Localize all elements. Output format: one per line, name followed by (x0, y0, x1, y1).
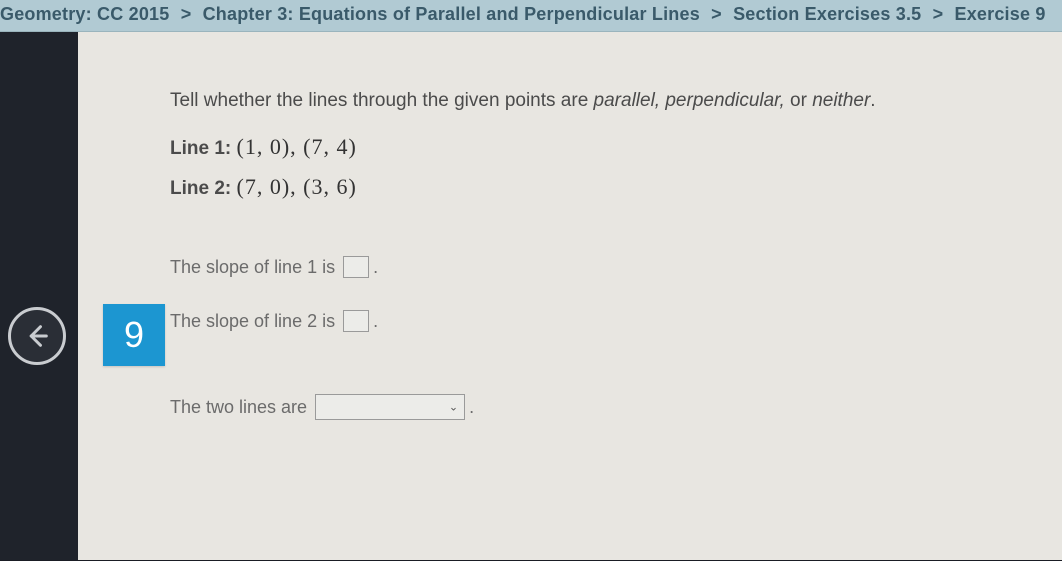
arrow-left-icon (23, 322, 51, 350)
slope1-row: The slope of line 1 is . (170, 256, 1032, 278)
line2-row: Line 2: (7, 0), (3, 6) (170, 174, 1032, 200)
line2-label: Line 2: (170, 178, 231, 199)
breadcrumb-item[interactable]: Section Exercises 3.5 (733, 4, 921, 24)
exercise-number-badge: 9 (103, 304, 165, 366)
line2-points: (7, 0), (3, 6) (237, 174, 357, 199)
line1-label: Line 1: (170, 138, 231, 159)
exercise-prompt: Tell whether the lines through the given… (170, 90, 1032, 112)
breadcrumb-item[interactable]: Exercise 9 (955, 4, 1046, 24)
line1-points: (1, 0), (7, 4) (237, 134, 357, 159)
relation-row: The two lines are ⌄ . (170, 394, 1032, 420)
slope1-label: The slope of line 1 is (170, 257, 335, 278)
relation-label: The two lines are (170, 397, 307, 418)
sidebar (0, 32, 78, 560)
slope2-input[interactable] (343, 310, 369, 332)
prompt-text: . (870, 90, 875, 111)
prompt-italic: neither (812, 90, 870, 111)
period: . (373, 257, 378, 278)
relation-select[interactable]: ⌄ (315, 394, 465, 420)
chevron-down-icon: ⌄ (449, 401, 458, 414)
stage: Tell whether the lines through the given… (0, 32, 1062, 560)
slope2-row: The slope of line 2 is . (170, 310, 1032, 332)
prompt-text: Tell whether the lines through the given… (170, 90, 594, 111)
breadcrumb: Geometry: CC 2015 > Chapter 3: Equations… (0, 0, 1062, 32)
breadcrumb-separator: > (927, 4, 950, 24)
workspace: Tell whether the lines through the given… (78, 32, 1062, 560)
prompt-italic: parallel, perpendicular, (594, 90, 785, 111)
breadcrumb-separator: > (175, 4, 198, 24)
breadcrumb-separator: > (705, 4, 728, 24)
prompt-text: or (785, 90, 812, 111)
breadcrumb-item[interactable]: Geometry: CC 2015 (0, 4, 169, 24)
exercise-content: Tell whether the lines through the given… (170, 90, 1032, 452)
breadcrumb-item[interactable]: Chapter 3: Equations of Parallel and Per… (203, 4, 700, 24)
back-button[interactable] (8, 307, 66, 365)
line1-row: Line 1: (1, 0), (7, 4) (170, 134, 1032, 160)
period: . (469, 397, 474, 418)
exercise-number: 9 (124, 314, 144, 356)
slope2-label: The slope of line 2 is (170, 311, 335, 332)
slope1-input[interactable] (343, 256, 369, 278)
period: . (373, 311, 378, 332)
